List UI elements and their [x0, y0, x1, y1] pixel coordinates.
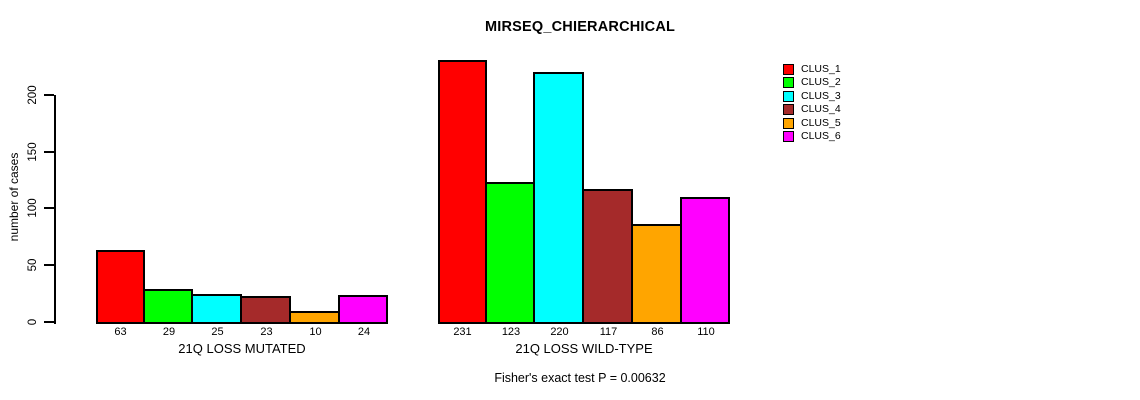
legend-swatch-clus_1: [783, 64, 794, 75]
y-axis-tick: [44, 151, 54, 153]
bar-value-label: 123: [501, 326, 521, 338]
legend-swatch-clus_2: [783, 77, 794, 89]
bar-clus_1-group1: [96, 250, 145, 324]
bar-value-label: 63: [114, 326, 127, 338]
bar-clus_5-group1: [289, 311, 340, 324]
legend-swatch-clus_4: [783, 104, 794, 116]
bar-clus_6-group1: [338, 295, 388, 324]
bar-value-label: 29: [162, 326, 176, 338]
y-axis-tick: [44, 321, 54, 323]
bar-value-label: 231: [453, 326, 472, 338]
bar-clus_5-group2: [631, 224, 682, 324]
bar-value-label: 220: [550, 326, 569, 338]
bar-clus_3-group1: [191, 294, 242, 324]
annotation-fisher-test: Fisher's exact test P = 0.00632: [494, 371, 666, 385]
bar-value-label: 110: [697, 326, 715, 338]
y-axis-tick: [44, 264, 54, 266]
y-tick-label: 100: [27, 198, 39, 218]
bar-value-label: 10: [309, 326, 322, 338]
legend-label: CLUS_4: [801, 103, 841, 116]
bar-value-label: 24: [357, 326, 371, 338]
y-tick-label: 200: [27, 85, 39, 105]
legend-label: CLUS_1: [801, 63, 841, 75]
y-tick-label: 150: [27, 142, 39, 162]
bar-clus_2-group1: [143, 289, 193, 324]
y-axis-tick: [44, 207, 54, 209]
bar-clus_4-group2: [582, 189, 633, 324]
legend-label: CLUS_5: [801, 116, 841, 129]
legend-swatch-clus_5: [783, 117, 794, 129]
legend-swatch-clus_6: [783, 131, 794, 142]
bar-clus_2-group2: [485, 182, 535, 324]
y-tick-label: 50: [27, 258, 39, 272]
y-axis-title: number of cases: [7, 152, 21, 242]
legend-label: CLUS_6: [801, 130, 841, 142]
group-label: 21Q LOSS WILD-TYPE: [515, 341, 653, 356]
bar-value-label: 23: [260, 326, 273, 338]
legend-label: CLUS_2: [801, 76, 841, 89]
y-axis-line: [54, 95, 56, 324]
y-tick-label: 0: [27, 318, 39, 326]
bar-clus_4-group1: [240, 296, 291, 324]
chart-title: MIRSEQ_CHIERARCHICAL: [484, 19, 676, 35]
y-axis-tick: [44, 94, 54, 96]
bar-value-label: 117: [599, 326, 618, 338]
bar-value-label: 25: [211, 326, 224, 338]
bar-value-label: 86: [651, 326, 664, 338]
legend-swatch-clus_3: [783, 90, 794, 102]
bar-clus_1-group2: [438, 60, 487, 324]
bar-clus_3-group2: [533, 72, 584, 324]
legend-label: CLUS_3: [801, 89, 841, 102]
bar-clus_6-group2: [680, 197, 730, 324]
group-label: 21Q LOSS MUTATED: [178, 341, 306, 356]
